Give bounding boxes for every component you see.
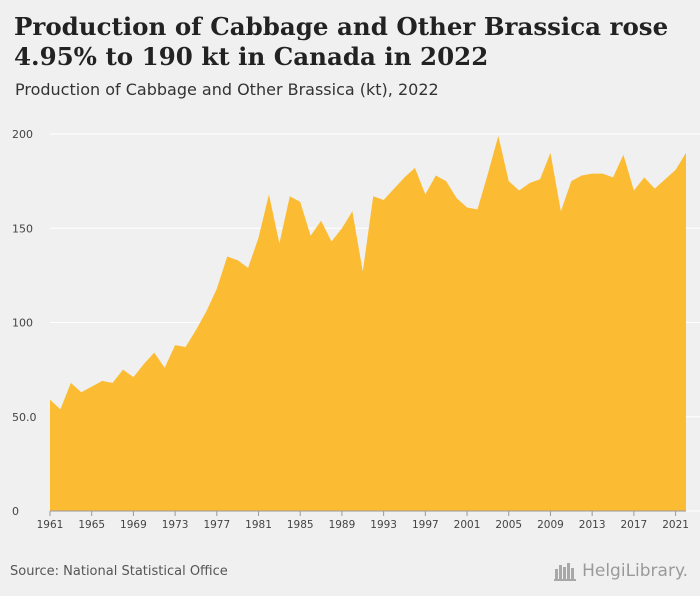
page-title: Production of Cabbage and Other Brassica… — [14, 12, 669, 71]
x-tick-label: 1993 — [370, 519, 397, 531]
brand-name: HelgiLibrary. — [582, 561, 688, 581]
y-tick-label: 0 — [12, 505, 19, 518]
x-tick-label: 2017 — [621, 519, 648, 531]
area-series — [50, 135, 686, 511]
y-tick-label: 200 — [12, 128, 33, 141]
x-tick-label: 2013 — [579, 519, 606, 531]
x-tick-label: 2005 — [495, 519, 522, 531]
x-tick-label: 1961 — [37, 519, 64, 531]
x-tick-label: 2021 — [662, 519, 689, 531]
source-note: Source: National Statistical Office — [10, 564, 228, 579]
x-tick-label: 2001 — [454, 519, 481, 531]
chart-subtitle: Production of Cabbage and Other Brassica… — [15, 80, 439, 99]
y-tick-label: 100 — [12, 317, 33, 330]
x-tick-label: 1985 — [287, 519, 314, 531]
header: Production of Cabbage and Other Brassica… — [0, 0, 700, 113]
x-tick-label: 1997 — [412, 519, 439, 531]
x-tick-label: 1981 — [245, 519, 272, 531]
x-tick-label: 1989 — [329, 519, 356, 531]
x-tick-label: 1973 — [162, 519, 189, 531]
y-tick-label: 50.0 — [12, 411, 37, 424]
x-tick-label: 1965 — [78, 519, 105, 531]
y-tick-label: 150 — [12, 222, 33, 235]
library-icon — [554, 563, 577, 581]
brand-logo: HelgiLibrary. — [554, 561, 688, 581]
area-chart: 0 50.0 100 150 200 1961 1965 1969 1973 1977 1981 19… — [12, 128, 700, 531]
x-tick-label: 1977 — [203, 519, 230, 531]
footer: Source: National Statistical Office Helg… — [0, 553, 700, 596]
x-tick-label: 1969 — [120, 519, 147, 531]
x-tick-label: 2009 — [537, 519, 564, 531]
